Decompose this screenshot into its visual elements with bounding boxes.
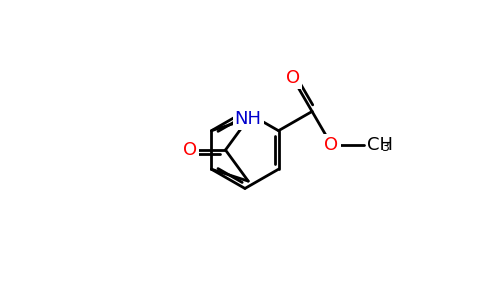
Text: O: O xyxy=(183,141,197,159)
Text: O: O xyxy=(286,69,300,87)
Text: CH: CH xyxy=(367,136,393,154)
Text: O: O xyxy=(324,136,338,154)
Text: NH: NH xyxy=(235,110,262,128)
Text: 3: 3 xyxy=(381,141,389,154)
